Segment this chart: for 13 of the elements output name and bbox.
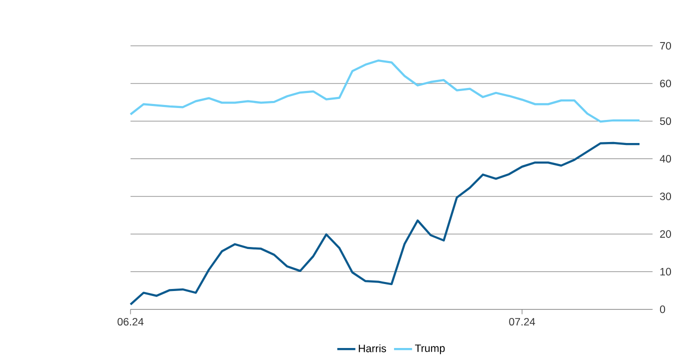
- y-tick-label: 30: [660, 192, 672, 200]
- y-tick-label: 0: [660, 306, 666, 314]
- y-tick-label: 20: [660, 230, 672, 238]
- y-tick-label: 10: [660, 268, 672, 276]
- y-tick-label: 50: [660, 117, 672, 125]
- x-tick-label: 06.24: [118, 318, 144, 326]
- y-tick-label: 60: [660, 80, 672, 88]
- y-tick-label: 70: [660, 42, 672, 50]
- legend-label: Trump: [415, 344, 445, 354]
- line-series: [129, 142, 641, 306]
- y-tick-label: 40: [660, 154, 672, 163]
- legend-label: Harris: [358, 344, 386, 352]
- x-tick-label: 07.24: [509, 318, 536, 326]
